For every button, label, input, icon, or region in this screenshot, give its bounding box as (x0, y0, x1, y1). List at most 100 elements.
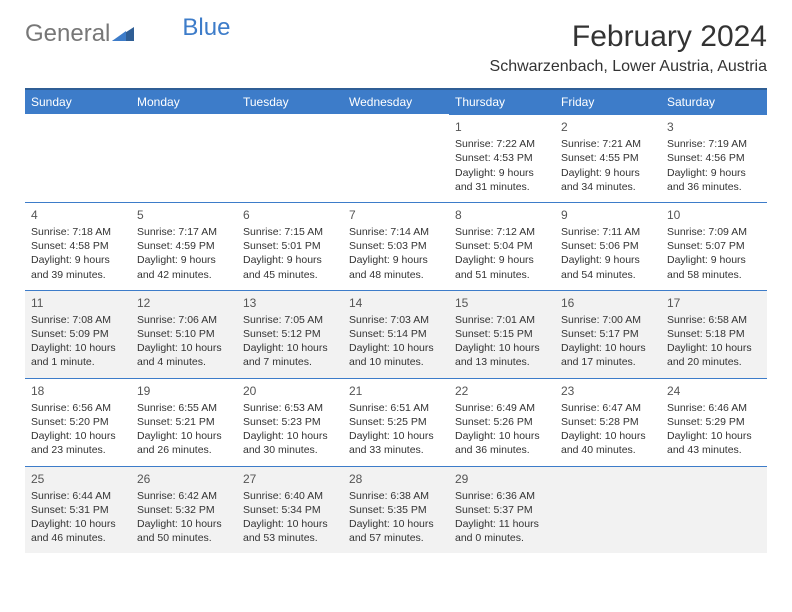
day-number: 7 (349, 207, 443, 223)
sunrise-line: Sunrise: 6:55 AM (137, 401, 231, 415)
daylight-line: Daylight: 9 hours and 51 minutes. (455, 253, 549, 281)
daylight-line: Daylight: 9 hours and 45 minutes. (243, 253, 337, 281)
weekday-header: Friday (555, 90, 661, 114)
day-number: 27 (243, 471, 337, 487)
day-number: 21 (349, 383, 443, 399)
sunset-line: Sunset: 5:07 PM (667, 239, 761, 253)
day-number: 25 (31, 471, 125, 487)
day-number: 15 (455, 295, 549, 311)
daylight-line: Daylight: 10 hours and 17 minutes. (561, 341, 655, 369)
title-block: February 2024 Schwarzenbach, Lower Austr… (490, 20, 767, 76)
sunset-line: Sunset: 4:55 PM (561, 151, 655, 165)
calendar-cell: 9Sunrise: 7:11 AMSunset: 5:06 PMDaylight… (555, 202, 661, 290)
sunset-line: Sunset: 5:18 PM (667, 327, 761, 341)
sunset-line: Sunset: 5:21 PM (137, 415, 231, 429)
weekday-header: Thursday (449, 90, 555, 114)
sunrise-line: Sunrise: 7:06 AM (137, 313, 231, 327)
calendar-cell: 16Sunrise: 7:00 AMSunset: 5:17 PMDayligh… (555, 290, 661, 378)
daylight-line: Daylight: 9 hours and 36 minutes. (667, 166, 761, 194)
month-title: February 2024 (490, 20, 767, 54)
sunset-line: Sunset: 5:01 PM (243, 239, 337, 253)
calendar-cell: 20Sunrise: 6:53 AMSunset: 5:23 PMDayligh… (237, 378, 343, 466)
sunset-line: Sunset: 4:59 PM (137, 239, 231, 253)
calendar-cell (237, 114, 343, 202)
day-number: 4 (31, 207, 125, 223)
calendar-cell: 24 Sunrise: 6:46 AMSunset: 5:29 PMDayligh… (661, 378, 767, 466)
sunset-line: Sunset: 5:35 PM (349, 503, 443, 517)
calendar-cell: 15Sunrise: 7:01 AMSunset: 5:15 PMDayligh… (449, 290, 555, 378)
sunrise-line: Sunrise: 7:18 AM (31, 225, 125, 239)
sunset-line: Sunset: 5:12 PM (243, 327, 337, 341)
sunrise-line: Sunrise: 7:21 AM (561, 137, 655, 151)
sunset-line: Sunset: 5:32 PM (137, 503, 231, 517)
sunrise-line: Sunrise: 6:51 AM (349, 401, 443, 415)
sunset-line: Sunset: 5:29 PM (667, 415, 761, 429)
sunset-line: Sunset: 5:15 PM (455, 327, 549, 341)
sunrise-line: Sunrise: 7:17 AM (137, 225, 231, 239)
sunset-line: Sunset: 5:09 PM (31, 327, 125, 341)
sunrise-line: Sunrise: 7:19 AM (667, 137, 761, 151)
sunrise-line: Sunrise: 6:42 AM (137, 489, 231, 503)
daylight-line: Daylight: 9 hours and 39 minutes. (31, 253, 125, 281)
sunrise-line: Sunrise: 7:09 AM (667, 225, 761, 239)
day-number: 11 (31, 295, 125, 311)
sunrise-line: Sunrise: 6:46 AM (667, 401, 761, 415)
sunset-line: Sunset: 5:34 PM (243, 503, 337, 517)
daylight-line: Daylight: 10 hours and 20 minutes. (667, 341, 761, 369)
calendar-cell: 28Sunrise: 6:38 AMSunset: 5:35 PMDayligh… (343, 466, 449, 554)
day-number: 3 (667, 119, 761, 135)
day-number: 23 (561, 383, 655, 399)
calendar-cell: 25Sunrise: 6:44 AMSunset: 5:31 PMDayligh… (25, 466, 131, 554)
calendar-cell (343, 114, 449, 202)
sunset-line: Sunset: 5:25 PM (349, 415, 443, 429)
calendar-cell: 2Sunrise: 7:21 AMSunset: 4:55 PMDaylight… (555, 114, 661, 202)
calendar-cell: 3Sunrise: 7:19 AMSunset: 4:56 PMDaylight… (661, 114, 767, 202)
sunrise-line: Sunrise: 6:47 AM (561, 401, 655, 415)
sunrise-line: Sunrise: 6:49 AM (455, 401, 549, 415)
calendar-cell (131, 114, 237, 202)
sunrise-line: Sunrise: 7:08 AM (31, 313, 125, 327)
weekday-header: Monday (131, 90, 237, 114)
day-number: 29 (455, 471, 549, 487)
day-number: 24 (667, 383, 761, 399)
day-number: 12 (137, 295, 231, 311)
calendar-cell: 23Sunrise: 6:47 AMSunset: 5:28 PMDayligh… (555, 378, 661, 466)
daylight-line: Daylight: 10 hours and 23 minutes. (31, 429, 125, 457)
sunrise-line: Sunrise: 7:15 AM (243, 225, 337, 239)
daylight-line: Daylight: 10 hours and 7 minutes. (243, 341, 337, 369)
day-number: 20 (243, 383, 337, 399)
calendar-cell: 13Sunrise: 7:05 AMSunset: 5:12 PMDayligh… (237, 290, 343, 378)
day-number: 22 (455, 383, 549, 399)
logo: General Blue (25, 20, 230, 48)
sunset-line: Sunset: 5:28 PM (561, 415, 655, 429)
daylight-line: Daylight: 10 hours and 30 minutes. (243, 429, 337, 457)
sunrise-line: Sunrise: 7:01 AM (455, 313, 549, 327)
calendar-cell: 4Sunrise: 7:18 AMSunset: 4:58 PMDaylight… (25, 202, 131, 290)
day-number: 5 (137, 207, 231, 223)
sunrise-line: Sunrise: 6:38 AM (349, 489, 443, 503)
calendar-body: 1Sunrise: 7:22 AMSunset: 4:53 PMDaylight… (25, 114, 767, 553)
weekday-header: Saturday (661, 90, 767, 114)
day-number: 18 (31, 383, 125, 399)
calendar-cell: 26Sunrise: 6:42 AMSunset: 5:32 PMDayligh… (131, 466, 237, 554)
sunrise-line: Sunrise: 6:58 AM (667, 313, 761, 327)
day-number: 16 (561, 295, 655, 311)
daylight-line: Daylight: 9 hours and 34 minutes. (561, 166, 655, 194)
day-number: 17 (667, 295, 761, 311)
daylight-line: Daylight: 9 hours and 31 minutes. (455, 166, 549, 194)
daylight-line: Daylight: 10 hours and 43 minutes. (667, 429, 761, 457)
calendar-cell: 17 Sunrise: 6:58 AMSunset: 5:18 PMDayligh… (661, 290, 767, 378)
day-number: 19 (137, 383, 231, 399)
calendar-cell: 10Sunrise: 7:09 AMSunset: 5:07 PMDayligh… (661, 202, 767, 290)
calendar-cell: 12Sunrise: 7:06 AMSunset: 5:10 PMDayligh… (131, 290, 237, 378)
daylight-line: Daylight: 10 hours and 53 minutes. (243, 517, 337, 545)
day-number: 1 (455, 119, 549, 135)
sunrise-line: Sunrise: 6:36 AM (455, 489, 549, 503)
weekday-header: Wednesday (343, 90, 449, 114)
sunrise-line: Sunrise: 6:44 AM (31, 489, 125, 503)
calendar-cell: 7Sunrise: 7:14 AMSunset: 5:03 PMDaylight… (343, 202, 449, 290)
calendar-cell: 5Sunrise: 7:17 AMSunset: 4:59 PMDaylight… (131, 202, 237, 290)
sunset-line: Sunset: 5:31 PM (31, 503, 125, 517)
calendar-cell: 1Sunrise: 7:22 AMSunset: 4:53 PMDaylight… (449, 114, 555, 202)
weekday-header: Sunday (25, 90, 131, 114)
